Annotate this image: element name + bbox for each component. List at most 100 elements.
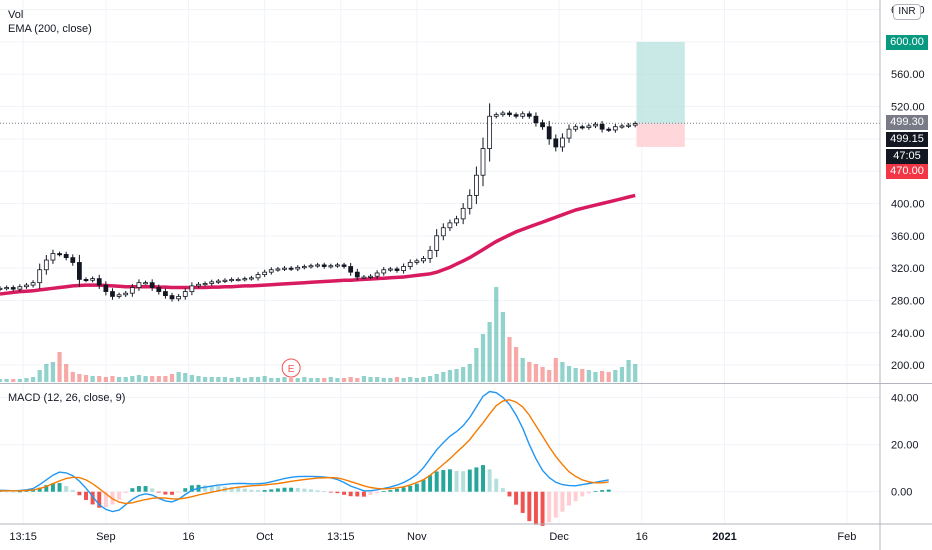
- volume-bar: [401, 378, 406, 382]
- volume-bar: [500, 312, 505, 382]
- currency-badge[interactable]: INR: [893, 4, 921, 20]
- candle-body: [37, 269, 43, 284]
- macd-histogram-bar: [269, 489, 274, 492]
- profit-zone: [636, 41, 685, 124]
- macd-histogram-bar: [302, 488, 307, 492]
- pane-separator[interactable]: [0, 383, 932, 384]
- candle-body: [394, 268, 400, 271]
- candle-body: [4, 287, 10, 290]
- earnings-marker-circle: [281, 358, 301, 378]
- volume-bar: [547, 370, 552, 382]
- candle-body: [480, 148, 486, 176]
- time-axis-label: 2021: [712, 531, 736, 543]
- macd-histogram-bar: [256, 490, 261, 492]
- macd-histogram-bar: [123, 491, 128, 493]
- volume-bar: [513, 347, 519, 382]
- volume-bar: [593, 372, 598, 382]
- candle-body: [546, 126, 552, 140]
- volume-bar: [282, 377, 287, 382]
- macd-histogram-bar: [31, 490, 36, 492]
- time-axis-label: 13:15: [327, 531, 355, 543]
- earnings-marker-icon[interactable]: E: [281, 358, 301, 378]
- volume-bar: [388, 378, 393, 382]
- volume-bar: [540, 367, 545, 382]
- volume-bar: [461, 367, 466, 382]
- ema-legend[interactable]: EMA (200, close): [8, 23, 92, 35]
- candle-body: [434, 235, 440, 251]
- countdown-tag: 47:05: [886, 149, 928, 164]
- macd-histogram-bar: [176, 491, 181, 493]
- volume-bar: [394, 377, 400, 382]
- volume-bar: [375, 377, 380, 382]
- macd-histogram-bar: [487, 469, 492, 492]
- volume-bar: [480, 334, 486, 382]
- volume-bar: [123, 377, 128, 382]
- volume-bar: [494, 287, 499, 382]
- macd-histogram-bar: [500, 488, 505, 492]
- volume-bar: [626, 360, 631, 382]
- volume-bar: [57, 352, 62, 382]
- volume-bar: [447, 370, 453, 382]
- macd-histogram-bar: [183, 488, 188, 492]
- candle-body: [308, 265, 314, 268]
- macd-histogram-bar: [573, 491, 578, 502]
- volume-bar: [275, 378, 281, 382]
- macd-histogram-bar: [481, 465, 485, 492]
- volume-bars: [0, 287, 638, 382]
- candle-body: [612, 126, 618, 131]
- volume-bar: [163, 376, 168, 382]
- volume-bar: [176, 372, 181, 382]
- volume-bar: [143, 376, 148, 382]
- time-axis-label: Dec: [549, 531, 569, 543]
- macd-histogram-bar: [408, 485, 413, 492]
- earnings-marker-label: E: [288, 364, 295, 375]
- volume-bar: [580, 369, 585, 382]
- candle-body: [50, 253, 56, 261]
- macd-histogram-bar: [540, 491, 545, 526]
- macd-histogram-bar: [428, 475, 433, 492]
- volume-bar: [606, 372, 611, 382]
- volume-bar: [103, 377, 108, 382]
- candle-body: [255, 274, 261, 279]
- macd-histogram-bar: [50, 483, 55, 492]
- candle-body: [110, 291, 115, 297]
- volume-bar: [613, 370, 618, 382]
- macd-histogram-bar: [388, 490, 393, 492]
- volume-legend[interactable]: Vol: [8, 9, 24, 21]
- macd-histogram-bar: [401, 487, 406, 492]
- volume-bar: [573, 368, 578, 382]
- candle-body: [156, 287, 162, 292]
- candle-body: [368, 275, 373, 278]
- volume-bar: [295, 378, 300, 382]
- macd-legend[interactable]: MACD (12, 26, close, 9): [8, 392, 126, 404]
- macd-histogram-bar: [580, 491, 585, 497]
- candle-body: [354, 271, 360, 278]
- candle-body: [586, 125, 592, 128]
- volume-bar: [11, 379, 16, 382]
- volume-bar: [216, 377, 221, 382]
- macd-histogram-bar: [289, 487, 294, 492]
- macd-histogram-bar: [342, 491, 347, 495]
- volume-bar: [487, 322, 492, 382]
- volume-bar: [269, 378, 274, 382]
- macd-histogram-bar: [494, 478, 499, 492]
- price-axis-label: 320.00: [891, 263, 925, 275]
- volume-bar: [507, 337, 512, 382]
- price-axis-label: 560.00: [891, 69, 925, 81]
- ema-line: [0, 193, 636, 296]
- macd-histogram-bar: [328, 491, 333, 493]
- price-axis-label: 280.00: [891, 295, 925, 307]
- candle-body: [348, 266, 354, 273]
- macd-histogram-bar: [262, 490, 267, 492]
- candle-body: [361, 276, 367, 279]
- last-price-tag: 499.30: [886, 115, 928, 130]
- macd-histogram-bar: [315, 490, 320, 492]
- candle-body: [493, 114, 499, 117]
- candle-body: [70, 257, 76, 263]
- candle-body: [169, 295, 175, 300]
- candle-body: [249, 277, 254, 280]
- macd-histogram-bar: [586, 491, 591, 494]
